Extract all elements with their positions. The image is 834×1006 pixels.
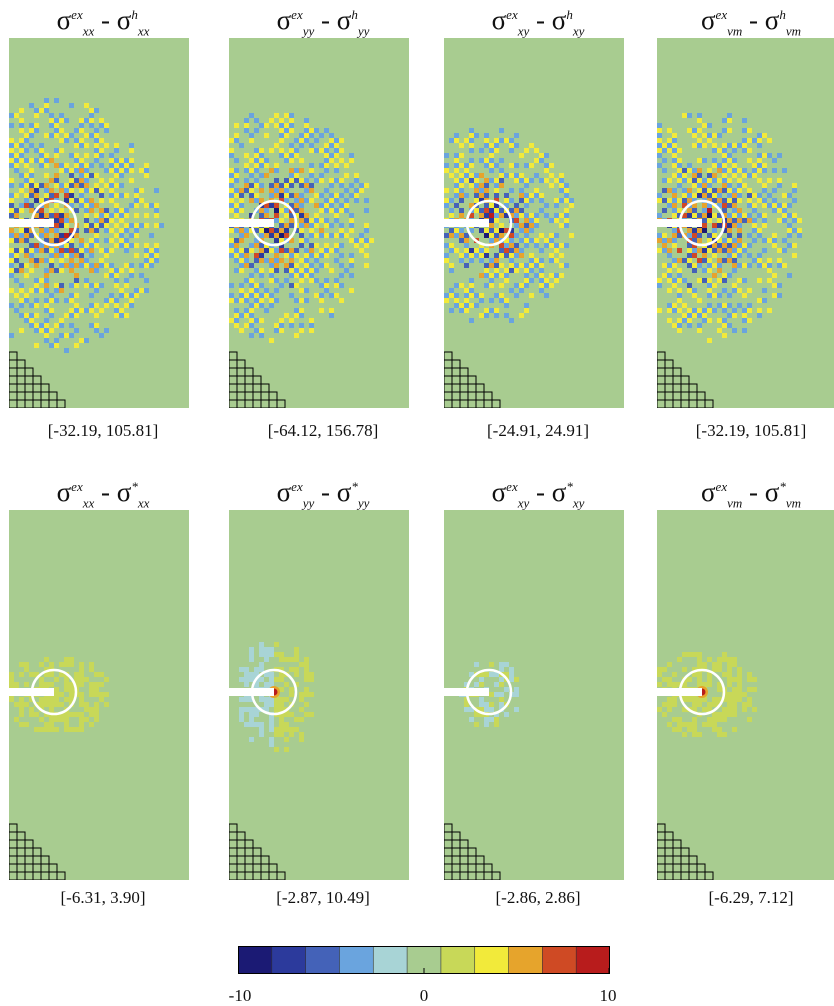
crack-tip-circle [465,668,513,716]
value-range: [-2.86, 2.86] [495,888,581,907]
crack-tip-circle [250,668,298,716]
stress-field-map [229,38,417,408]
stress-field-map [657,38,834,408]
value-range: [-2.87, 10.49] [276,888,370,907]
colorbar-swatch [440,946,476,974]
crack-tip-circle [30,668,78,716]
colorbar-mid-label: 0 [419,986,429,1005]
value-range: [-64.12, 156.78] [267,421,379,440]
field-plot [229,38,409,408]
colorbar-swatch [508,946,543,974]
colorbar-swatch [373,946,408,974]
mesh-grid [9,823,66,880]
panel-title: σexyy - σ*yy [276,477,370,511]
stress-field-map [657,510,834,880]
colorbar-swatch [542,946,577,974]
panel-title: σexvm - σ*vm [700,477,801,511]
field-plot [657,510,834,880]
colorbar-swatch [576,946,610,974]
stress-field-map [229,510,417,880]
colorbar [238,946,610,974]
stress-field-map [444,38,632,408]
crack-tip-circle [250,199,298,247]
field-plot [9,38,189,408]
value-range: [-32.19, 105.81] [47,421,159,440]
value-range: [-6.29, 7.12] [708,888,794,907]
field-plot [444,38,624,408]
colorbar-swatch [474,946,510,974]
value-range: [-32.19, 105.81] [695,421,807,440]
mesh-grid [444,351,501,408]
mesh-grid [657,351,714,408]
value-range: [-6.31, 3.90] [60,888,146,907]
field-plot [657,38,834,408]
mesh-grid [657,823,714,880]
crack-tip-circle [30,199,78,247]
crack-tip-circle [678,668,726,716]
stress-field-map [9,510,197,880]
mesh-grid [229,351,286,408]
panel-title: σexyy - σhyy [276,5,370,39]
panel-title: σexxx - σ*xx [56,477,150,511]
colorbar-max-label: 10 [599,986,617,1005]
mesh-grid [9,351,66,408]
field-plot [444,510,624,880]
colorbar-swatch [271,946,307,974]
panel-title: σexxy - σhxy [491,5,585,39]
panel-title: σexvm - σhvm [700,5,801,39]
mesh-grid [229,823,286,880]
colorbar-min-label: -10 [228,986,252,1005]
field-plot [9,510,189,880]
crack-tip-circle [465,199,513,247]
stress-field-map [9,38,197,408]
colorbar-swatch [305,946,340,974]
field-plot [229,510,409,880]
value-range: [-24.91, 24.91] [487,421,589,440]
panel-title: σexxx - σhxx [56,5,150,39]
colorbar-swatch [339,946,374,974]
mesh-grid [444,823,501,880]
stress-field-map [444,510,632,880]
crack-tip-circle [678,199,726,247]
panel-title: σexxy - σ*xy [491,477,585,511]
colorbar-swatch [238,946,273,974]
